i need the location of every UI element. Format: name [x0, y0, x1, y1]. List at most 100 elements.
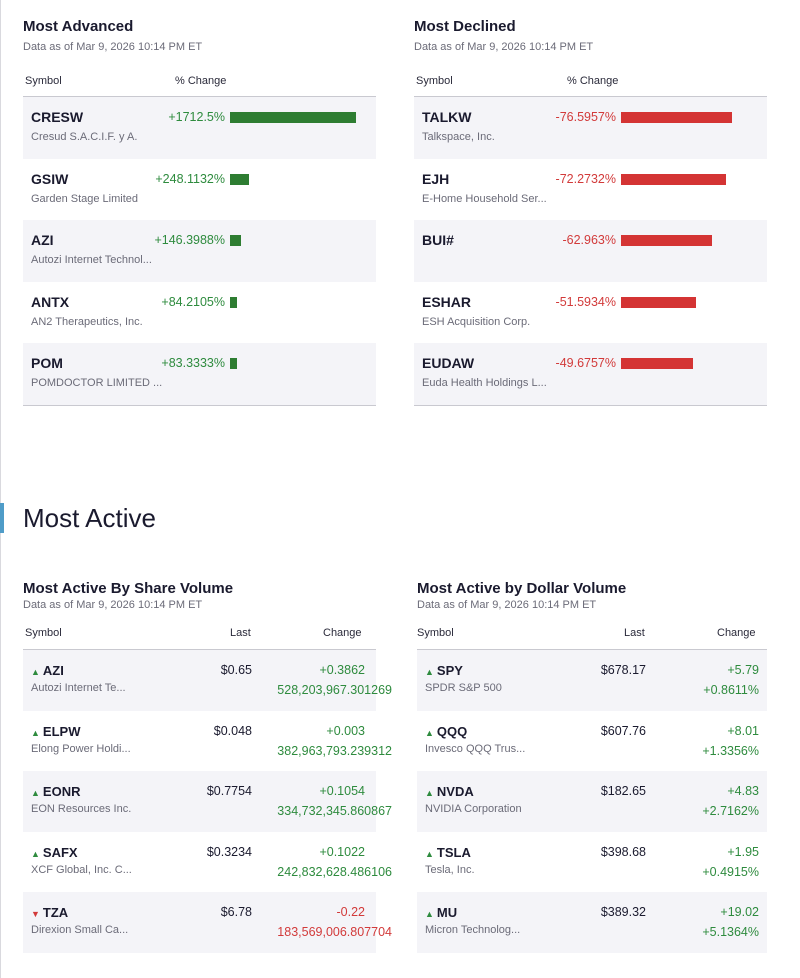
col-change[interactable]: Change: [717, 627, 756, 639]
company-name: ESH Acquisition Corp.: [422, 315, 531, 328]
change-bar: [621, 235, 712, 246]
last-price: $0.7754: [206, 784, 252, 798]
symbol-link[interactable]: ▲ SPY: [425, 663, 463, 678]
table-row[interactable]: TALKW Talkspace, Inc. -76.5957%: [414, 97, 767, 159]
col-change[interactable]: Change: [323, 627, 362, 639]
table-row[interactable]: ▲ NVDA NVIDIA Corporation $182.65 +4.83 +2.71…: [417, 771, 767, 832]
symbol-link[interactable]: ▲ MU: [425, 905, 457, 920]
pct-change: +2.7162%: [702, 804, 759, 818]
symbol-link[interactable]: ▲ AZI: [31, 663, 64, 678]
last-price: $0.048: [213, 723, 252, 738]
symbol-text: QQQ: [436, 723, 468, 739]
last-price: $0.3234: [206, 844, 252, 859]
company-name: Talkspace, Inc.: [422, 131, 495, 143]
share-volume-header: Symbol Last Change: [23, 624, 376, 650]
symbol-link[interactable]: ▲ QQQ: [425, 724, 467, 739]
col-last[interactable]: Last: [230, 627, 251, 639]
pct-change: +83.3333%: [161, 356, 225, 370]
table-row[interactable]: ▲ QQQ Invesco QQQ Trus... $607.76 +8.01 +1.33…: [417, 711, 767, 772]
company-name: Micron Technolog...: [425, 924, 521, 936]
company-name: Garden Stage Limited: [31, 192, 139, 205]
table-row[interactable]: ▲ EONR EON Resources Inc. $0.7754 +0.1054 334…: [23, 771, 392, 832]
symbol-link[interactable]: ▲ NVDA: [425, 784, 474, 799]
symbol-link[interactable]: BUI#: [422, 232, 454, 248]
share-volume-value: 382,963,793.239312: [277, 743, 392, 758]
symbol-text: SPY: [436, 663, 463, 678]
table-row[interactable]: ▲ TSLA Tesla, Inc. $398.68 +1.95 +0.4915%: [417, 832, 767, 893]
most-declined-bottom-rule: [414, 404, 767, 406]
symbol-text: EONR: [42, 784, 81, 799]
col-last[interactable]: Last: [624, 627, 645, 639]
dollar-volume-timestamp: Data as of Mar 9, 2026 10:14 PM ET: [417, 599, 597, 611]
col-symbol[interactable]: Symbol: [25, 627, 62, 639]
change-value: -0.22: [336, 905, 366, 919]
table-row[interactable]: EJH E-Home Household Ser... -72.2732%: [414, 159, 767, 221]
table-row[interactable]: ▲ AZI Autozi Internet Te... $0.65 +0.3862 528…: [23, 650, 392, 711]
most-declined-title: Most Declined: [414, 18, 516, 35]
pct-change: +84.2105%: [161, 294, 225, 309]
table-row[interactable]: BUI# -62.963%: [414, 220, 767, 282]
symbol-link[interactable]: ▲ SAFX: [31, 845, 78, 860]
left-divider: [0, 0, 1, 978]
most-advanced-title: Most Advanced: [23, 18, 134, 35]
company-name: POMDOCTOR LIMITED ...: [31, 377, 163, 389]
col-symbol[interactable]: Symbol: [416, 75, 453, 87]
pct-change: +146.3988%: [154, 233, 225, 247]
change-value: +0.3862: [319, 663, 365, 677]
table-row[interactable]: EUDAW Euda Health Holdings L... -49.6757%: [414, 343, 767, 405]
table-row[interactable]: ▲ MU Micron Technolog... $389.32 +19.02 +5.13…: [417, 892, 767, 953]
symbol-link[interactable]: TALKW: [422, 109, 472, 125]
last-price: $607.76: [600, 723, 646, 738]
table-row[interactable]: ANTX AN2 Therapeutics, Inc. +84.2105%: [23, 282, 376, 344]
table-row[interactable]: ▲ SAFX XCF Global, Inc. C... $0.3234 +0.1022…: [23, 832, 392, 893]
col-pct-change[interactable]: % Change: [175, 75, 227, 87]
company-name: Elong Power Holdi...: [31, 742, 131, 755]
most-declined-header: Symbol % Change: [414, 72, 767, 97]
symbol-link[interactable]: CRESW: [31, 109, 84, 125]
symbol-link[interactable]: POM: [31, 355, 63, 371]
change-bar: [230, 358, 237, 369]
most-advanced-panel: Most Advanced Data as of Mar 9, 2026 10:…: [23, 18, 376, 406]
triangle-up-icon: ▲: [31, 727, 40, 738]
last-price: $182.65: [600, 784, 646, 798]
symbol-link[interactable]: AZI: [31, 232, 54, 248]
table-row[interactable]: POM POMDOCTOR LIMITED ... +83.3333%: [23, 343, 376, 405]
triangle-up-icon: ▲: [31, 667, 40, 677]
last-price: $0.65: [220, 663, 252, 677]
triangle-up-icon: ▲: [425, 667, 434, 677]
pct-change: +0.8611%: [703, 683, 759, 697]
company-name: Cresud S.A.C.I.F. y A.: [31, 131, 138, 143]
symbol-link[interactable]: ▲ ELPW: [31, 724, 80, 739]
table-row[interactable]: ▼ TZA Direxion Small Ca... $6.78 -0.22 183,56…: [23, 892, 392, 953]
symbol-text: SAFX: [42, 844, 78, 860]
symbol-link[interactable]: GSIW: [31, 170, 69, 187]
triangle-down-icon: ▼: [31, 909, 40, 919]
table-row[interactable]: AZI Autozi Internet Technol... +146.3988%: [23, 220, 376, 282]
share-volume-panel: Most Active By Share Volume Data as of M…: [23, 580, 392, 953]
col-pct-change[interactable]: % Change: [567, 75, 619, 87]
table-row[interactable]: ▲ ELPW Elong Power Holdi... $0.048 +0.003 382…: [23, 711, 392, 772]
symbol-link[interactable]: ▲ TSLA: [425, 845, 471, 860]
table-row[interactable]: GSIW Garden Stage Limited +248.1132%: [23, 159, 376, 221]
col-symbol[interactable]: Symbol: [417, 627, 454, 639]
change-bar: [230, 173, 249, 185]
pct-change: +1.3356%: [702, 743, 759, 758]
pct-change: +248.1132%: [155, 171, 225, 186]
table-row[interactable]: ESHAR ESH Acquisition Corp. -51.5934%: [414, 282, 767, 344]
symbol-link[interactable]: ANTX: [31, 293, 70, 310]
symbol-link[interactable]: ▲ EONR: [31, 784, 80, 799]
symbol-link[interactable]: ▼ TZA: [31, 905, 68, 920]
symbol-link[interactable]: ESHAR: [422, 293, 472, 310]
share-volume-value: 334,732,345.860867: [277, 804, 392, 818]
change-bar: [230, 235, 241, 246]
symbol-link[interactable]: EJH: [422, 170, 450, 187]
col-symbol[interactable]: Symbol: [25, 75, 62, 87]
symbol-text: NVDA: [436, 784, 474, 799]
symbol-link[interactable]: EUDAW: [422, 355, 475, 371]
pct-change: +5.1364%: [702, 925, 759, 939]
most-active-heading: Most Active: [23, 503, 156, 533]
dollar-volume-title: Most Active by Dollar Volume: [417, 580, 627, 597]
change-value: +5.79: [727, 663, 759, 677]
table-row[interactable]: ▲ SPY SPDR S&P 500 $678.17 +5.79 +0.8611%: [417, 650, 767, 711]
table-row[interactable]: CRESW Cresud S.A.C.I.F. y A. +1712.5%: [23, 97, 376, 159]
